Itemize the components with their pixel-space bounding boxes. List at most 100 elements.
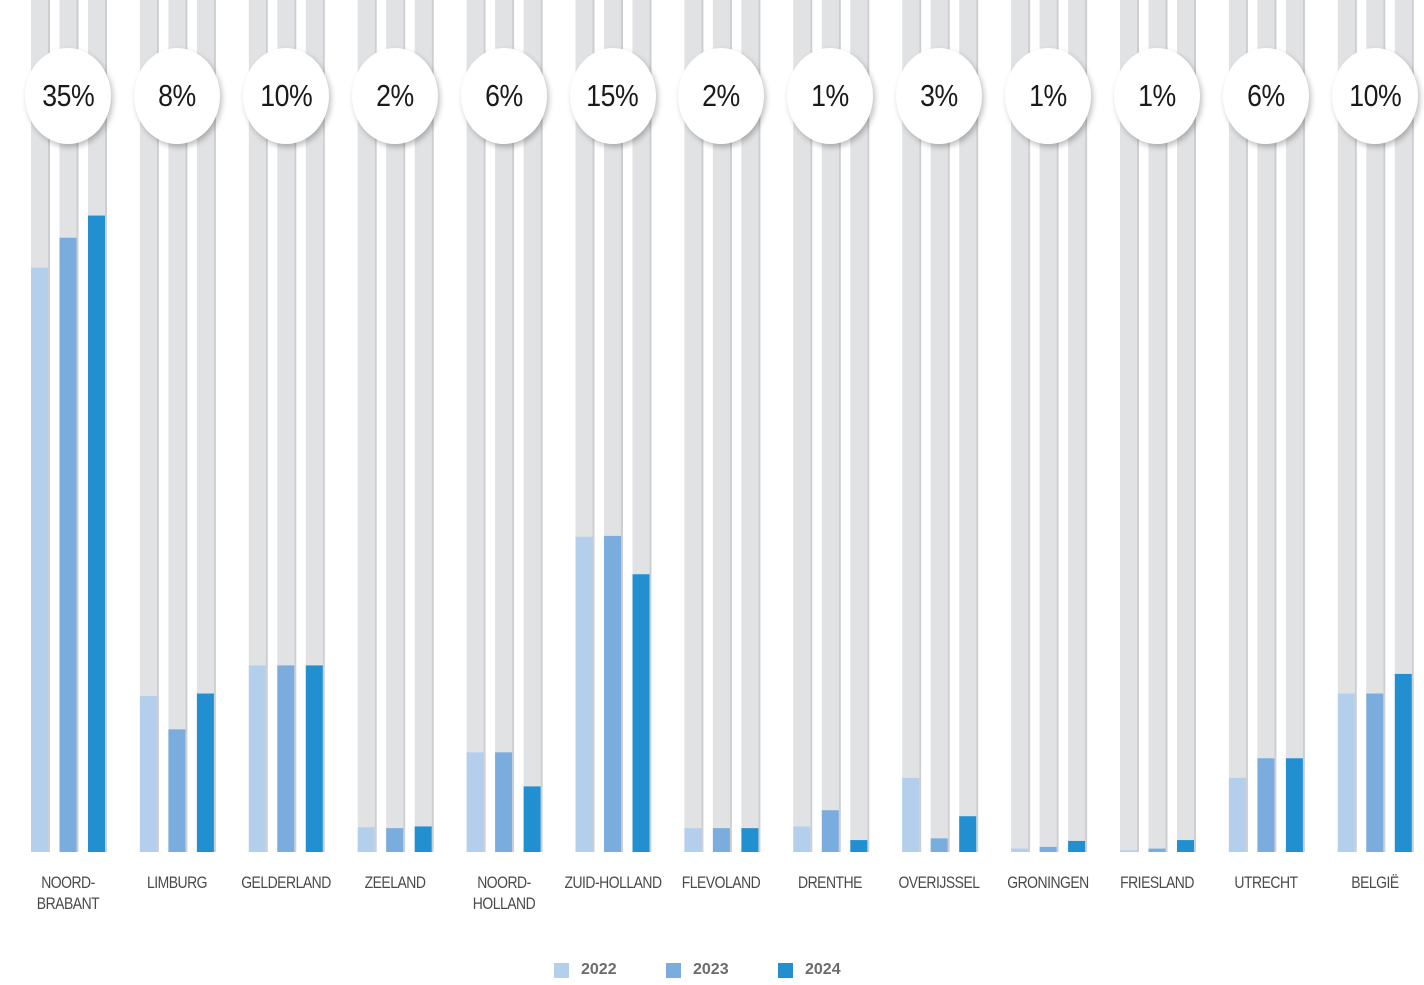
bar-belgië-2022 xyxy=(1337,693,1355,852)
region-label-zeeland: ZEELAND xyxy=(364,873,426,892)
track-gelderland-2023 xyxy=(277,0,295,852)
legend-label-2023: 2023 xyxy=(693,961,729,978)
track-limburg-2024 xyxy=(196,0,214,852)
track-groningen-2023 xyxy=(1039,0,1057,852)
bar-noord-holland-2024 xyxy=(523,786,541,852)
track-shade-flevoland-2022 xyxy=(701,0,704,852)
legend-swatch-2024 xyxy=(778,962,793,978)
share-label-friesland: 1% xyxy=(1138,78,1176,113)
track-shade-gelderland-2023 xyxy=(294,0,297,852)
region-label-groningen: GRONINGEN xyxy=(1007,873,1089,892)
bar-noord-brabant-2024 xyxy=(88,215,105,852)
share-badge-groningen: 1% xyxy=(1005,48,1092,144)
data-bars xyxy=(31,215,1412,852)
track-shade-friesland-2024 xyxy=(1194,0,1196,852)
share-badge-overijssel: 3% xyxy=(896,48,983,144)
legend-swatch-2022 xyxy=(554,962,569,978)
track-drenthe-2023 xyxy=(821,0,839,852)
track-belgië-2022 xyxy=(1337,0,1355,852)
bar-overijssel-2023 xyxy=(930,838,948,852)
legend-item-2024: 2024 xyxy=(778,961,890,979)
track-flevoland-2022 xyxy=(684,0,702,852)
share-badge-flevoland: 2% xyxy=(678,48,765,144)
track-overijssel-2022 xyxy=(902,0,920,852)
bar-gelderland-2023 xyxy=(277,665,295,852)
track-shade-drenthe-2023 xyxy=(838,0,841,852)
region-label-belgië: BELGIË xyxy=(1351,873,1399,892)
track-zeeland-2024 xyxy=(414,0,432,852)
bar-flevoland-2023 xyxy=(712,828,730,852)
track-shade-groningen-2023 xyxy=(1056,0,1059,852)
share-badge-drenthe: 1% xyxy=(787,48,874,144)
share-label-zeeland: 2% xyxy=(375,78,414,113)
region-label-flevoland: FLEVOLAND xyxy=(682,873,761,892)
track-shade-zuid-holland-2024 xyxy=(649,0,652,852)
share-label-flevoland: 2% xyxy=(702,78,741,113)
share-badge-friesland: 1% xyxy=(1114,48,1200,144)
track-shade-utrecht-2024 xyxy=(1302,0,1305,852)
track-noord-holland-2024 xyxy=(523,0,541,852)
track-shade-groningen-2022 xyxy=(1028,0,1031,852)
track-shade-drenthe-2024 xyxy=(867,0,870,852)
share-badge-gelderland: 10% xyxy=(242,48,329,144)
track-shade-flevoland-2024 xyxy=(758,0,761,852)
share-badge-utrecht: 6% xyxy=(1222,48,1309,144)
track-utrecht-2023 xyxy=(1257,0,1275,852)
legend-item-2022: 2022 xyxy=(554,961,666,979)
track-shade-belgië-2022 xyxy=(1354,0,1357,852)
share-badge-limburg: 8% xyxy=(133,48,220,144)
track-gelderland-2024 xyxy=(305,0,323,852)
bar-friesland-2023 xyxy=(1148,848,1166,852)
track-friesland-2023 xyxy=(1148,0,1166,852)
bar-friesland-2024 xyxy=(1177,840,1194,852)
region-label-zuid-holland: ZUID-HOLLAND xyxy=(563,873,662,892)
track-shade-overijssel-2024 xyxy=(976,0,979,852)
track-groningen-2024 xyxy=(1068,0,1086,852)
track-shade-noord-brabant-2024 xyxy=(105,0,107,852)
track-shade-gelderland-2024 xyxy=(322,0,325,852)
region-label-overijssel: OVERIJSSEL xyxy=(898,873,981,892)
bar-flevoland-2022 xyxy=(684,828,702,852)
share-label-noord-holland: 6% xyxy=(484,78,523,113)
track-zeeland-2022 xyxy=(357,0,375,852)
bar-utrecht-2024 xyxy=(1285,758,1303,852)
track-shade-belgië-2023 xyxy=(1383,0,1386,852)
bar-limburg-2023 xyxy=(168,729,186,852)
bar-belgië-2024 xyxy=(1394,673,1412,852)
bar-noord-brabant-2023 xyxy=(59,237,77,852)
track-shade-groningen-2024 xyxy=(1085,0,1088,852)
share-label-belgië: 10% xyxy=(1348,78,1401,113)
share-label-limburg: 8% xyxy=(158,78,196,113)
track-shade-flevoland-2023 xyxy=(729,0,732,852)
track-shade-noord-brabant-2023 xyxy=(76,0,79,852)
track-shade-noord-holland-2023 xyxy=(512,0,515,852)
region-label-limburg: LIMBURG xyxy=(146,873,208,892)
share-label-groningen: 1% xyxy=(1029,78,1067,113)
track-shade-zeeland-2024 xyxy=(431,0,434,852)
track-shade-friesland-2022 xyxy=(1137,0,1139,852)
bar-groningen-2022 xyxy=(1011,848,1029,852)
bar-groningen-2023 xyxy=(1039,846,1057,852)
bar-overijssel-2022 xyxy=(902,777,920,852)
share-badge-zuid-holland: 15% xyxy=(569,48,656,144)
track-overijssel-2023 xyxy=(930,0,948,852)
legend: 2022 2023 2024 xyxy=(0,961,1424,979)
track-shade-limburg-2022 xyxy=(156,0,159,852)
region-label-noord-holland: NOORD- HOLLAND xyxy=(472,873,535,913)
legend-item-2023: 2023 xyxy=(666,961,778,979)
bar-gelderland-2024 xyxy=(305,665,323,852)
share-badge-noord-brabant: 35% xyxy=(25,48,111,144)
share-label-overijssel: 3% xyxy=(920,78,959,113)
bar-drenthe-2023 xyxy=(821,810,839,852)
bar-zeeland-2022 xyxy=(357,827,375,852)
bar-limburg-2022 xyxy=(139,696,157,852)
bar-zuid-holland-2022 xyxy=(575,536,593,852)
share-label-zuid-holland: 15% xyxy=(586,78,639,113)
region-label-noord-brabant: NOORD- BRABANT xyxy=(36,873,100,913)
bar-belgië-2023 xyxy=(1366,693,1384,852)
bar-zuid-holland-2024 xyxy=(632,574,650,852)
bar-friesland-2022 xyxy=(1120,850,1137,852)
track-belgië-2024 xyxy=(1394,0,1412,852)
track-shade-friesland-2023 xyxy=(1165,0,1168,852)
